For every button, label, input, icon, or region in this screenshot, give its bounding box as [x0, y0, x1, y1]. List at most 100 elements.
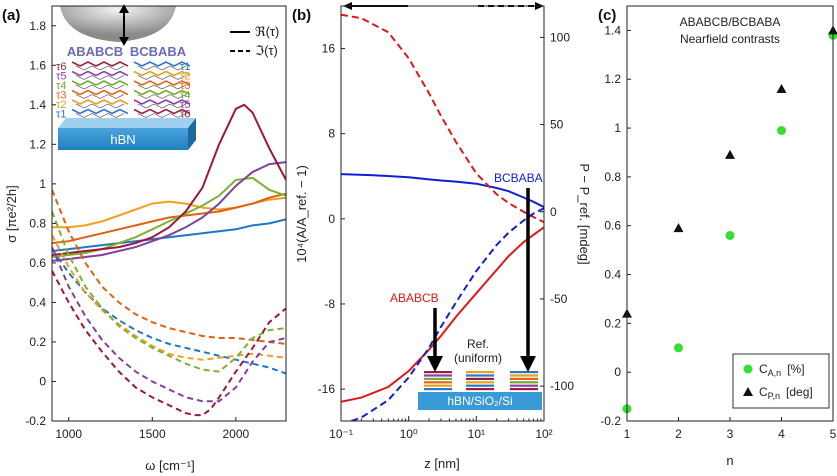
y-tick-label-left: 16	[322, 42, 336, 56]
mini-layer	[424, 371, 452, 374]
mini-layer	[424, 388, 452, 391]
graphene-bonds	[75, 75, 125, 80]
afm-tip	[60, 6, 176, 42]
graphene-layer	[133, 99, 191, 105]
double-arrow-icon	[119, 4, 129, 46]
legend-ca-unit: [%]	[787, 362, 804, 376]
y-tick-label: 0.6	[604, 219, 621, 233]
graphene-bonds	[137, 75, 187, 80]
legend-ca-text: CA,n [%]	[759, 362, 805, 378]
graphene-layer	[71, 70, 129, 77]
tau-label: τ4	[56, 80, 66, 92]
graphene-layer	[71, 61, 129, 67]
y-tick-label: 1.2	[29, 137, 46, 151]
x-tick-label: 10²	[535, 427, 552, 441]
y-tick-label-left: 0	[328, 212, 335, 226]
legend-c: CA,n [%] CP,n [deg]	[732, 353, 830, 409]
mini-layer	[466, 388, 494, 391]
tau-label: τ6	[56, 61, 66, 73]
tau-label: τ2	[56, 99, 66, 111]
y-tick-label-left: 8	[328, 127, 335, 141]
graphene-bonds	[137, 94, 187, 99]
ababcb-annotation: ABABCB	[390, 291, 439, 305]
y-axis-label-a: σ [πe²/2h]	[4, 185, 19, 242]
ref-label-line1: Ref.	[467, 337, 489, 351]
bcbaba-annotation: BCBABA	[494, 171, 543, 185]
x-tick-label: 10¹	[468, 427, 485, 441]
mini-layer	[466, 377, 494, 380]
y-tick-label-left: -8	[324, 297, 335, 311]
series-τ5-real-line	[52, 161, 286, 262]
series-line	[341, 226, 544, 403]
down-arrow-icon	[427, 308, 443, 372]
y-tick-label: 0.2	[29, 335, 46, 349]
mini-layer	[466, 371, 494, 374]
legend-real-label: ℜ(τ)	[255, 24, 279, 39]
plot-frame-a	[51, 5, 287, 422]
series-τ4-imag-line	[52, 211, 286, 373]
mini-layer	[466, 384, 494, 387]
graphene-layer	[133, 61, 191, 67]
substrate-block	[418, 392, 542, 410]
graphene-layer	[71, 80, 129, 86]
legend-a: ℜ(τ) ℑ(τ)	[230, 24, 279, 58]
hbn-label: hBN	[110, 132, 135, 147]
series-τ6-imag-line	[52, 270, 286, 417]
mini-layer	[424, 377, 452, 380]
x-tick-label: 2	[675, 427, 682, 441]
graphene-layer	[133, 80, 191, 86]
panel-c-title-line1: ABABCB/BCBABA	[680, 15, 781, 29]
graphene-layer	[133, 108, 191, 115]
x-axis-label-c: n	[726, 453, 733, 468]
series-line	[341, 13, 544, 224]
y-tick-label-right: 50	[550, 118, 564, 132]
panel-a-label: (a)	[2, 7, 20, 24]
panel-c-label: (c)	[598, 7, 616, 24]
y-tick-label: 0.6	[29, 256, 46, 270]
data-point-ca	[725, 230, 735, 240]
tau-label: τ1	[180, 61, 190, 73]
mini-layer	[424, 381, 452, 384]
legend-cp-unit: [deg]	[786, 385, 813, 399]
tau-label: τ2	[180, 71, 190, 83]
tau-label: τ5	[180, 99, 190, 111]
y-tick-label: 1.2	[604, 72, 621, 86]
graphene-bonds	[137, 103, 187, 109]
tau-label: τ3	[56, 90, 66, 102]
y-tick-label: 1.8	[29, 19, 46, 33]
hbn-top-face	[58, 118, 196, 128]
graphene-bonds	[75, 84, 125, 90]
legend-cp-main: C	[759, 385, 768, 399]
panel-c: (c) ABABCB/BCBABA Nearfield contrasts -0…	[598, 5, 837, 468]
graphene-bonds	[75, 113, 125, 118]
tau-label: τ5	[56, 71, 66, 83]
data-point-cp	[673, 223, 684, 233]
data-point-cp	[776, 84, 787, 93]
left-stack-label: ABABCB	[67, 44, 123, 59]
panel-b-label: (b)	[292, 7, 311, 24]
y-tick-label-right: 100	[550, 30, 570, 44]
substrate-label: hBN/SiO₂/Si	[447, 394, 512, 408]
series-τ6-real-line	[52, 103, 286, 256]
right-layer-stack	[133, 61, 191, 118]
x-tick-label: 2000	[223, 427, 250, 441]
mini-layer	[510, 374, 538, 377]
graphene-layer	[71, 108, 129, 115]
y-tick-label-right: 0	[550, 205, 557, 219]
graphene-bonds	[75, 94, 125, 99]
y-tick-label: 0.4	[29, 295, 46, 309]
graphene-bonds	[75, 65, 125, 71]
x-tick-label: 10⁰	[400, 427, 418, 441]
legend-cp-text: CP,n [deg]	[759, 385, 813, 401]
series-line	[348, 207, 544, 421]
graphene-bonds	[137, 113, 187, 118]
hbn-side-face	[188, 118, 196, 150]
mini-layer	[424, 374, 452, 377]
y-tick-label: 1.6	[29, 58, 46, 72]
series-τ4-real-line	[52, 176, 286, 258]
graphene-bonds	[75, 103, 125, 109]
legend-cp-sub: P,n	[768, 391, 780, 401]
mini-layer	[510, 388, 538, 391]
